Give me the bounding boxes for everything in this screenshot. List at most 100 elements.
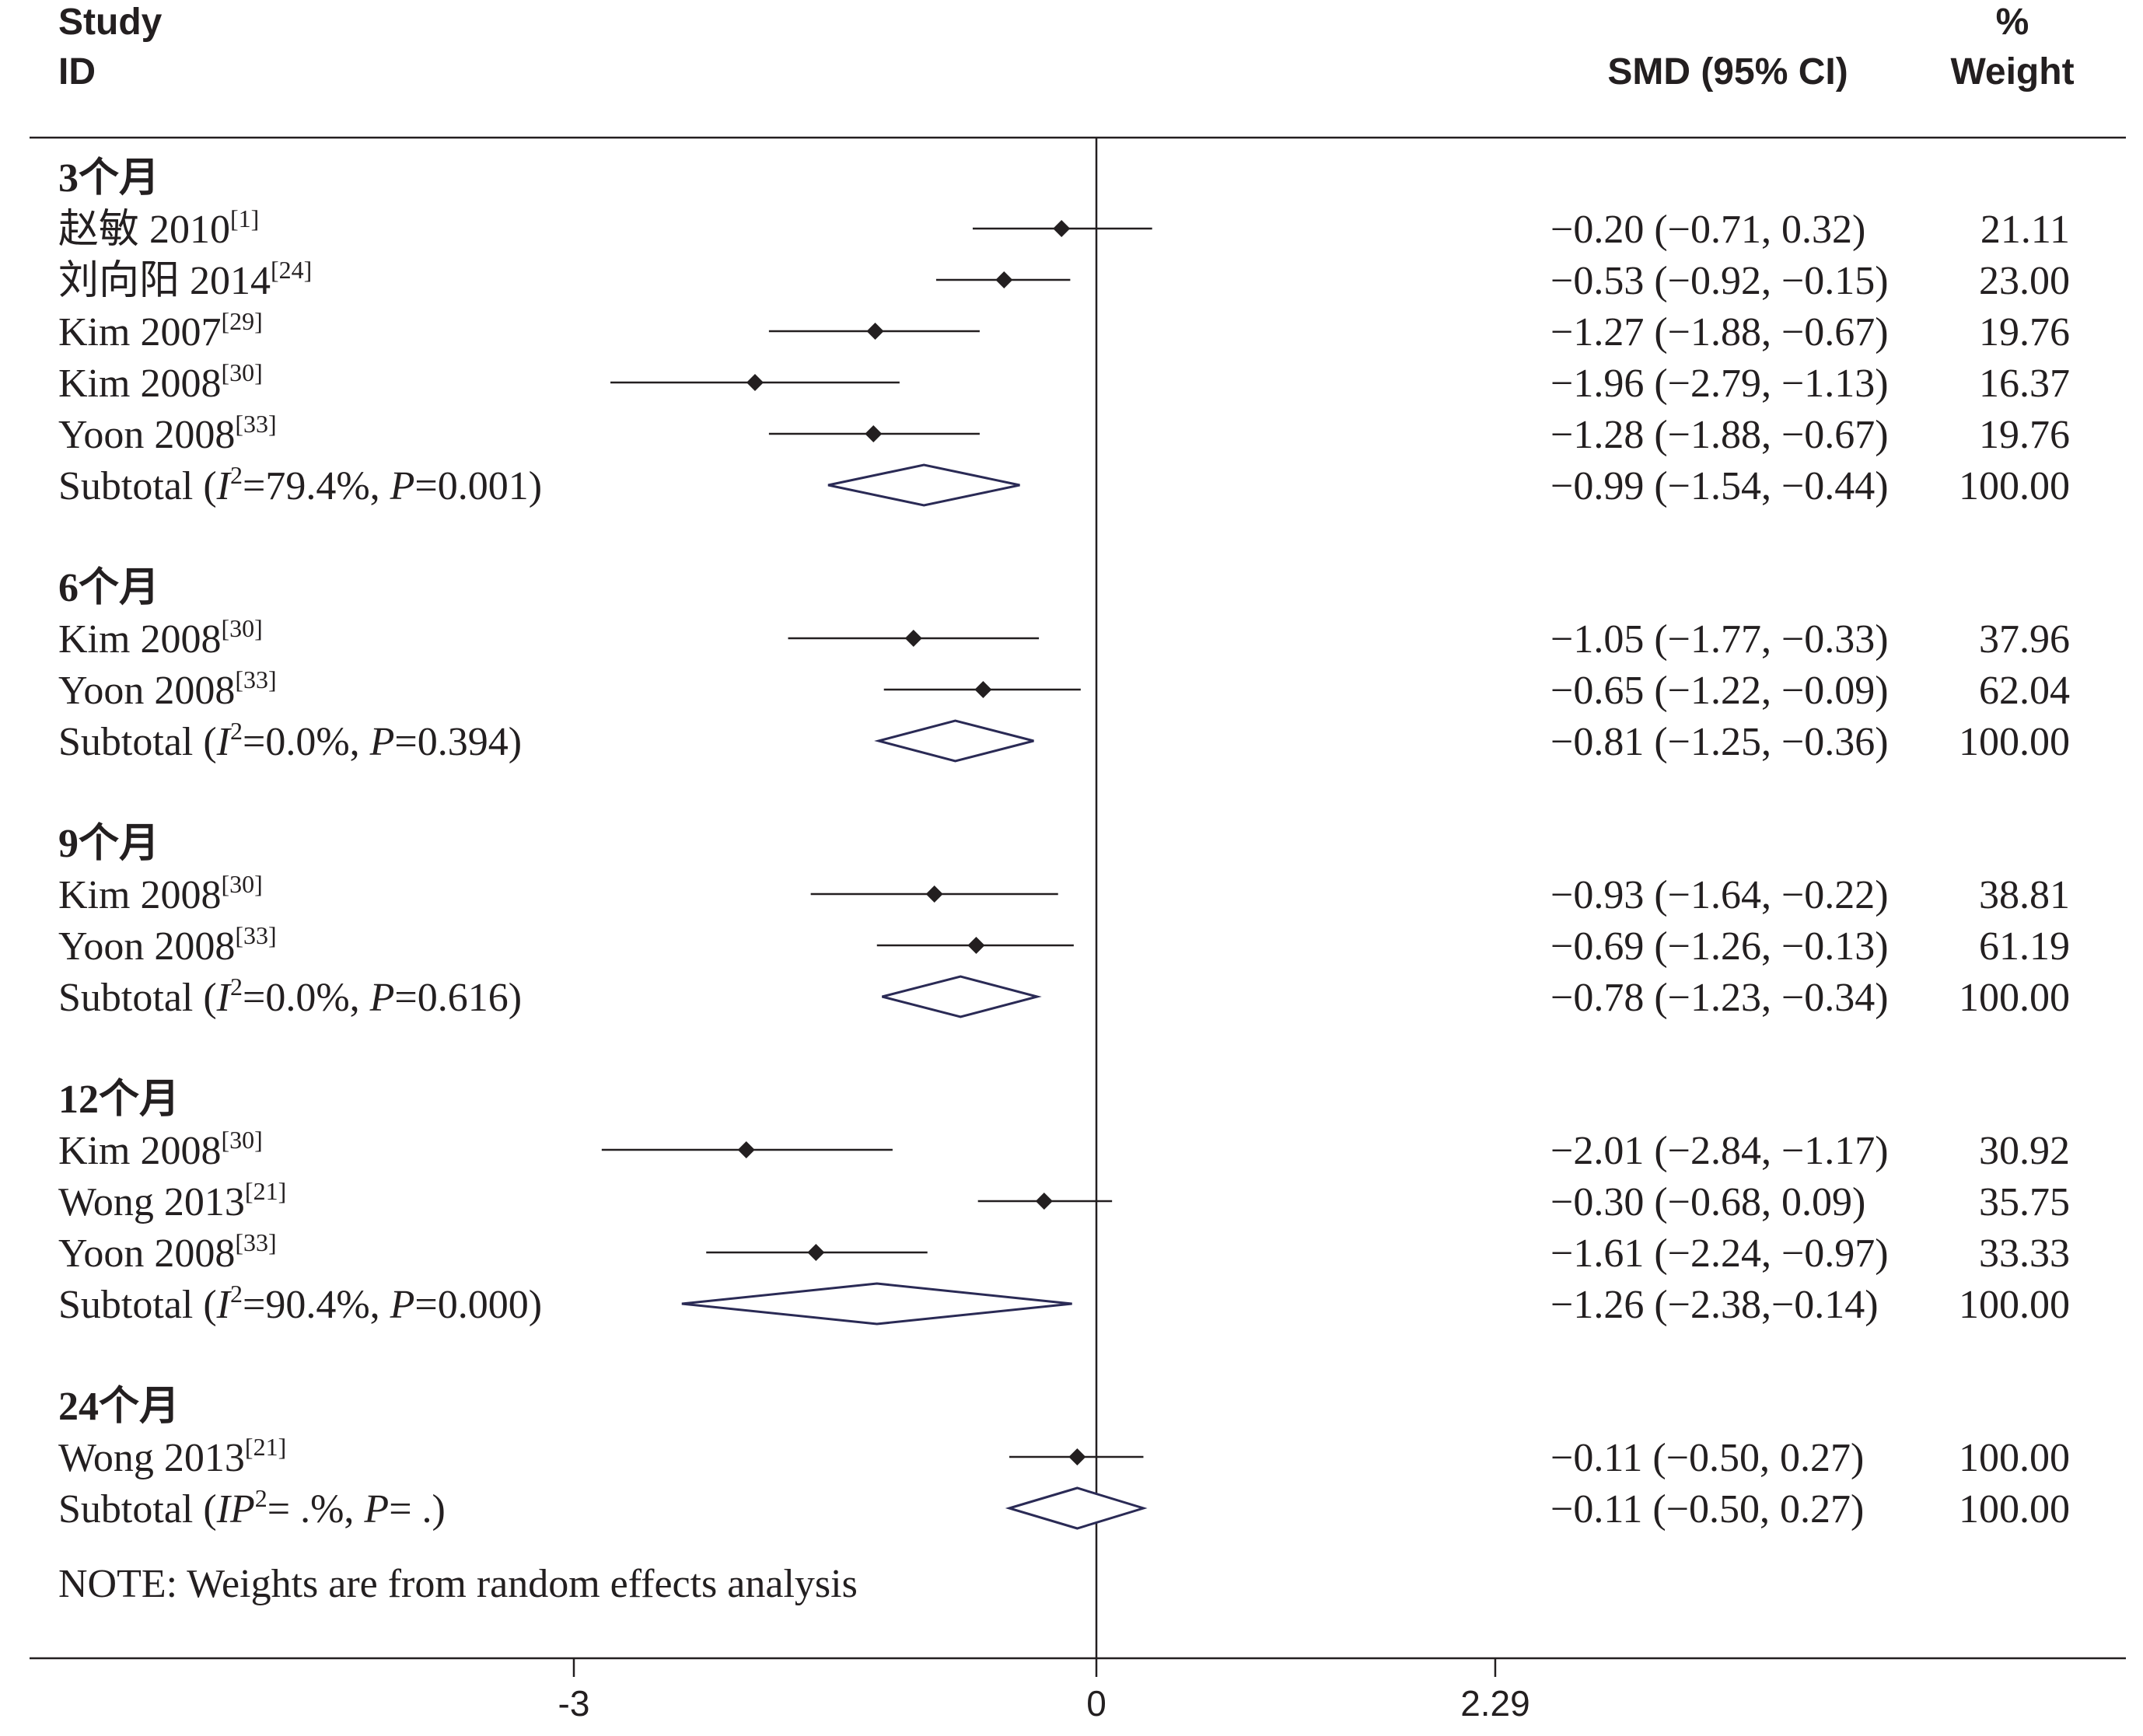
study-name-text: Yoon 2008: [58, 669, 235, 713]
subtotal-sup: 2: [230, 973, 243, 1001]
smd-ci-value: −1.27 (−1.88, −0.67): [1550, 310, 1889, 355]
subtotal-sup: 2: [230, 461, 243, 489]
subtotal-smd-ci: −1.26 (−2.38,−0.14): [1550, 1283, 1879, 1327]
study-reference: [30]: [221, 614, 262, 642]
smd-ci-value: −1.28 (−1.88, −0.67): [1550, 413, 1889, 457]
subtotal-end: = .): [389, 1487, 446, 1532]
subtotal-i: I: [216, 976, 232, 1020]
subtotal-prefix: Subtotal (: [58, 1487, 217, 1532]
weight-value: 21.11: [1980, 208, 2070, 252]
smd-ci-value: −0.30 (−0.68, 0.09): [1550, 1180, 1865, 1224]
study-name: Kim 2008[30]: [58, 614, 263, 662]
smd-ci-value: −1.05 (−1.77, −0.33): [1550, 617, 1889, 662]
weight-value: 37.96: [1979, 617, 2070, 662]
subtotal-end: =0.001): [414, 464, 542, 508]
subtotal-mid: =0.0%,: [243, 976, 370, 1020]
subtotal-label: Subtotal (IP2= .%, P= .): [58, 1484, 446, 1532]
subtotal-p: P: [369, 976, 395, 1020]
study-name-text: Wong 2013: [58, 1180, 245, 1224]
smd-ci-value: −0.20 (−0.71, 0.32): [1550, 208, 1865, 252]
smd-ci-value: −0.93 (−1.64, −0.22): [1550, 873, 1889, 917]
study-name: Yoon 2008[33]: [58, 921, 277, 969]
header-weight: Weight: [1950, 51, 2074, 93]
study-reference: [33]: [235, 665, 276, 693]
study-name-text: Kim 2008: [58, 1129, 221, 1173]
subtotal-prefix: Subtotal (: [58, 720, 217, 764]
smd-ci-value: −2.01 (−2.84, −1.17): [1550, 1129, 1889, 1173]
subtotal-end: =0.616): [394, 976, 522, 1020]
subtotal-weight: 100.00: [1959, 1283, 2070, 1327]
study-name: Kim 2008[30]: [58, 870, 263, 917]
group-label: 24个月: [58, 1384, 180, 1429]
study-name: Wong 2013[21]: [58, 1177, 286, 1224]
x-tick-label: 2.29: [1460, 1683, 1530, 1724]
weight-value: 19.76: [1979, 310, 2070, 355]
point-estimate: [1035, 1193, 1053, 1210]
subtotal-label: Subtotal (I2=0.0%, P=0.616): [58, 973, 522, 1020]
smd-ci-value: −0.65 (−1.22, −0.09): [1550, 669, 1889, 713]
subtotal-diamond: [1005, 1486, 1148, 1530]
weight-value: 61.19: [1979, 924, 2070, 969]
subtotal-weight: 100.00: [1959, 976, 2070, 1020]
subtotal-mid: = .%,: [267, 1487, 365, 1532]
subtotal-smd-ci: −0.78 (−1.23, −0.34): [1550, 976, 1889, 1020]
subtotal-i: I: [216, 464, 232, 508]
study-name-text: Kim 2008: [58, 362, 221, 406]
point-estimate: [974, 681, 992, 698]
study-name: Yoon 2008[33]: [58, 665, 277, 713]
weight-value: 33.33: [1979, 1231, 2070, 1276]
study-name: Kim 2007[29]: [58, 307, 263, 355]
subtotal-mid: =90.4%,: [243, 1283, 390, 1327]
weight-value: 30.92: [1979, 1129, 2070, 1173]
smd-ci-value: −0.69 (−1.26, −0.13): [1550, 924, 1889, 969]
subtotal-label: Subtotal (I2=79.4%, P=0.001): [58, 461, 542, 508]
subtotal-sup: 2: [230, 1280, 243, 1308]
study-name-text: 赵敏 2010: [58, 208, 230, 252]
x-tick-label: -3: [558, 1683, 590, 1724]
subtotal-prefix: Subtotal (: [58, 976, 217, 1020]
subtotal-diamond: [882, 975, 1042, 1018]
study-reference: [21]: [245, 1433, 286, 1461]
study-name-text: Yoon 2008: [58, 413, 235, 457]
subtotal-smd-ci: −0.81 (−1.25, −0.36): [1550, 720, 1889, 764]
subtotal-i: I: [216, 1283, 232, 1327]
subtotal-sup: 2: [230, 717, 243, 745]
header-smd: SMD (95% CI): [1607, 51, 1848, 93]
study-name-text: Kim 2007: [58, 310, 221, 355]
point-estimate: [807, 1244, 825, 1261]
group-label: 6个月: [58, 565, 159, 610]
x-tick-label: 0: [1086, 1683, 1106, 1724]
study-name: Kim 2008[30]: [58, 358, 263, 406]
subtotal-p: P: [363, 1487, 389, 1532]
smd-ci-value: −0.11 (−0.50, 0.27): [1550, 1436, 1864, 1480]
study-name: Yoon 2008[33]: [58, 410, 277, 457]
group-label: 9个月: [58, 821, 159, 866]
study-name-text: Kim 2008: [58, 617, 221, 662]
subtotal-sup: 2: [255, 1484, 267, 1512]
study-name: Kim 2008[30]: [58, 1126, 263, 1173]
point-estimate: [925, 885, 943, 903]
weight-value: 35.75: [1979, 1180, 2070, 1224]
study-reference: [24]: [271, 256, 312, 284]
subtotal-label: Subtotal (I2=90.4%, P=0.000): [58, 1280, 542, 1327]
study-reference: [29]: [221, 307, 262, 335]
point-estimate: [967, 937, 985, 954]
subtotal-mid: =0.0%,: [243, 720, 370, 764]
study-name-text: 刘向阳 2014: [58, 259, 271, 303]
subtotal-prefix: Subtotal (: [58, 1283, 217, 1327]
weight-value: 62.04: [1979, 669, 2070, 713]
study-reference: [1]: [230, 204, 259, 232]
plot-header: Study ID SMD (95% CI) % Weight: [58, 2, 2075, 93]
weight-value: 16.37: [1979, 362, 2070, 406]
subtotal-end: =0.000): [414, 1283, 542, 1327]
point-estimate: [865, 425, 883, 442]
header-percent: %: [1996, 2, 2029, 43]
point-estimate: [995, 271, 1013, 288]
study-name: Wong 2013[21]: [58, 1433, 286, 1480]
group-label: 3个月: [58, 155, 159, 201]
study-reference: [33]: [235, 921, 276, 949]
point-estimate: [737, 1141, 755, 1158]
subtotal-diamond: [874, 719, 1034, 763]
